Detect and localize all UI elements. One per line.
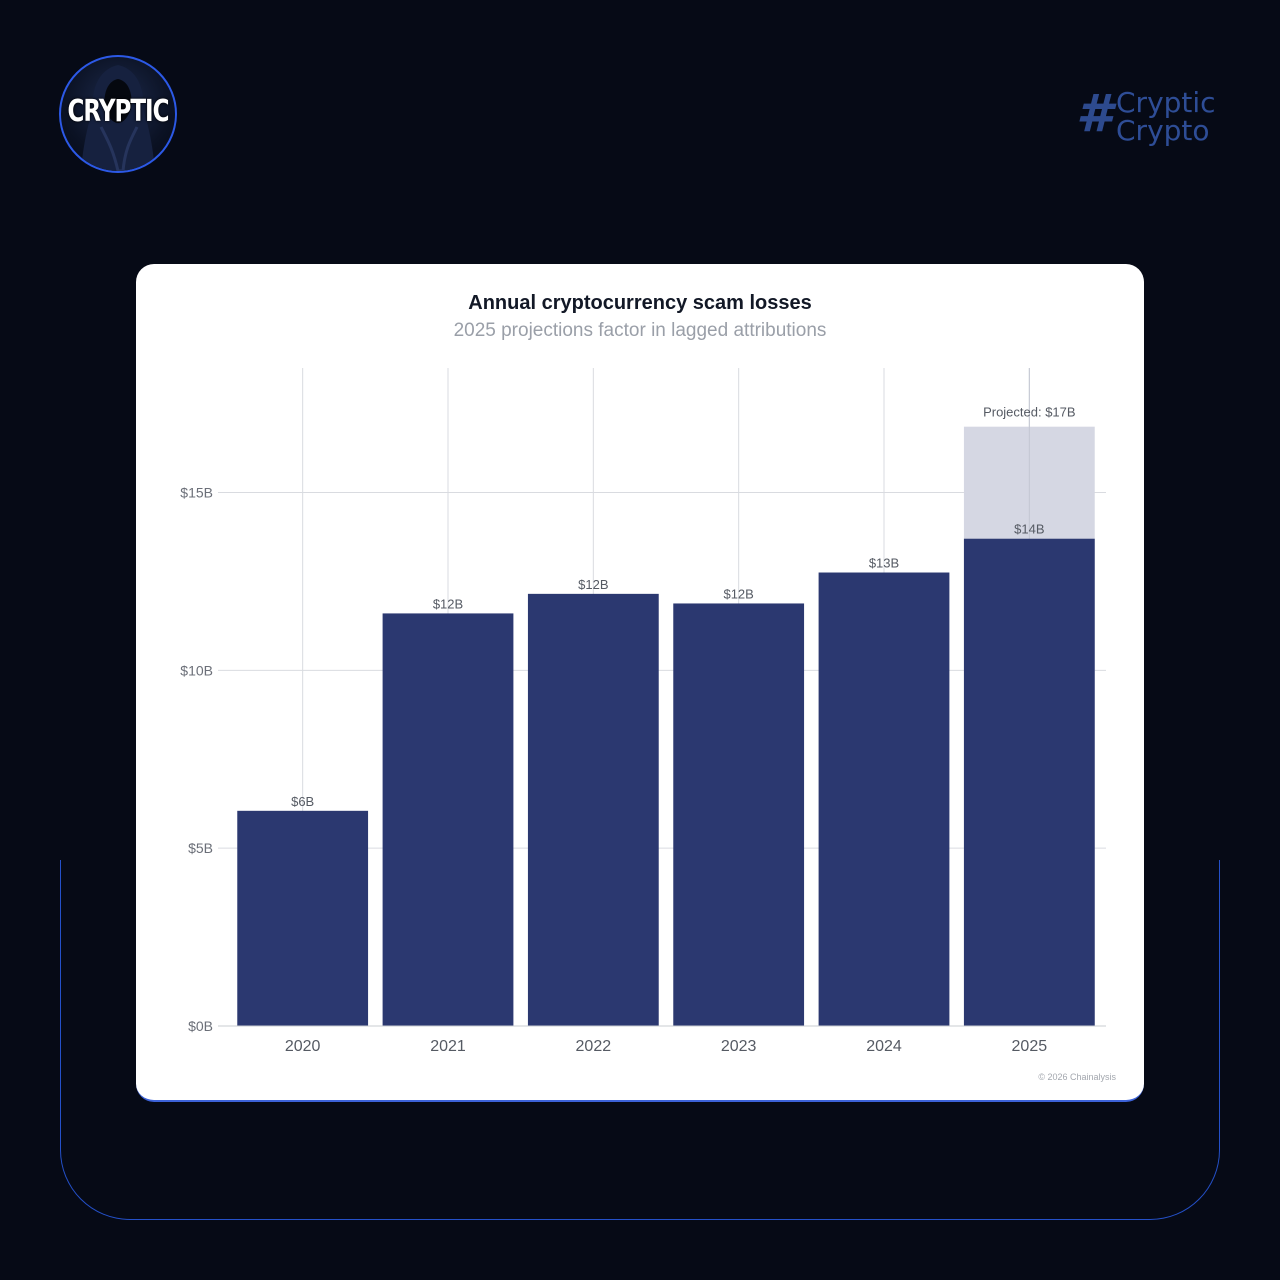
projected-label: Projected: $17B (983, 405, 1076, 420)
bar-2021 (382, 613, 514, 1026)
bar-2025 (963, 538, 1095, 1026)
brand-mark: # Cryptic Crypto (1076, 84, 1216, 147)
bar-2023 (673, 603, 805, 1026)
data-label: $12B (433, 596, 463, 611)
x-tick-label: 2023 (721, 1038, 757, 1055)
source-credit: © 2026 Chainalysis (1038, 1072, 1116, 1082)
x-tick-label: 2021 (430, 1038, 466, 1055)
y-tick-label: $0B (188, 1018, 213, 1034)
data-label: $14B (1014, 522, 1044, 537)
brand-line-1: Cryptic (1116, 86, 1216, 119)
data-label: $13B (869, 556, 899, 571)
x-tick-label: 2024 (866, 1038, 902, 1055)
y-tick-label: $10B (180, 662, 213, 678)
x-tick-label: 2022 (576, 1038, 612, 1055)
chart-subtitle: 2025 projections factor in lagged attrib… (453, 320, 827, 341)
bar-2020 (237, 810, 369, 1026)
hooded-figure-icon (81, 65, 155, 171)
hashtag-icon: # (1076, 84, 1113, 144)
logo-text: CRYPTIC (67, 95, 170, 129)
x-tick-label: 2025 (1012, 1038, 1048, 1055)
cryptic-logo: CRYPTIC (59, 55, 177, 173)
data-label: $6B (291, 794, 314, 809)
bar-2022 (527, 593, 659, 1026)
data-label: $12B (578, 577, 608, 592)
y-tick-label: $5B (188, 840, 213, 856)
decorative-frame (60, 860, 1220, 1220)
bar-chart: $0B $5B $10B $15B Projected: $17B $6B $12B $12B… (180, 368, 1106, 1055)
chart-title: Annual cryptocurrency scam losses (468, 292, 812, 314)
y-tick-label: $15B (180, 484, 213, 500)
bar-2024 (818, 572, 950, 1026)
data-label: $12B (723, 586, 753, 601)
brand-line-2: Crypto (1116, 114, 1210, 147)
chart-card: Annual cryptocurrency scam losses 2025 p… (136, 264, 1144, 1102)
x-tick-label: 2020 (285, 1038, 321, 1055)
